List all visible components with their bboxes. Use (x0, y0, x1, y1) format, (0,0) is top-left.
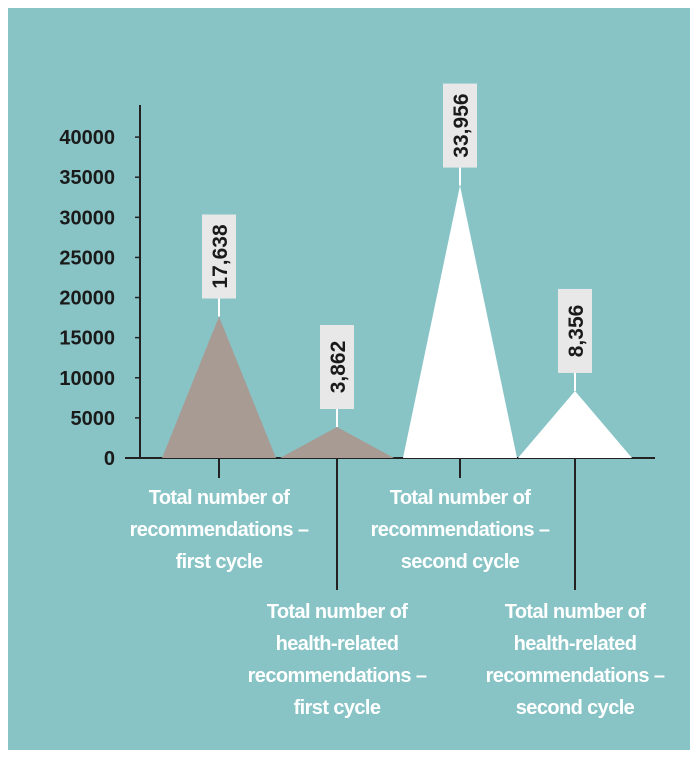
value-label-box (558, 288, 592, 373)
y-tick-label: 25000 (59, 247, 115, 269)
value-label: 8,356 (565, 305, 588, 358)
category-label: Total number of health-related recommend… (247, 601, 427, 719)
y-tick-label: 30000 (59, 207, 115, 229)
y-tick-label: 0 (104, 448, 115, 470)
bar (162, 316, 276, 458)
value-label-box (443, 83, 477, 168)
value-label-box (320, 325, 354, 410)
y-tick-label: 15000 (59, 328, 115, 350)
bar (280, 427, 394, 458)
value-label: 33,956 (450, 93, 473, 157)
value-label: 17,638 (209, 224, 232, 289)
category-label: Total number of recommendations – second… (370, 487, 550, 573)
y-tick-label: 20000 (59, 288, 115, 310)
y-tick-label: 40000 (59, 127, 115, 149)
y-tick-label: 10000 (59, 368, 115, 390)
category-label: Total number of health-related recommend… (485, 601, 665, 719)
bar (518, 390, 632, 458)
value-label: 3,862 (327, 341, 350, 394)
y-tick-label: 5000 (71, 408, 116, 430)
y-tick-label: 35000 (59, 167, 115, 189)
value-label-box (202, 214, 236, 299)
category-label: Total number of recommendations – first … (129, 487, 309, 573)
bar (403, 185, 517, 459)
